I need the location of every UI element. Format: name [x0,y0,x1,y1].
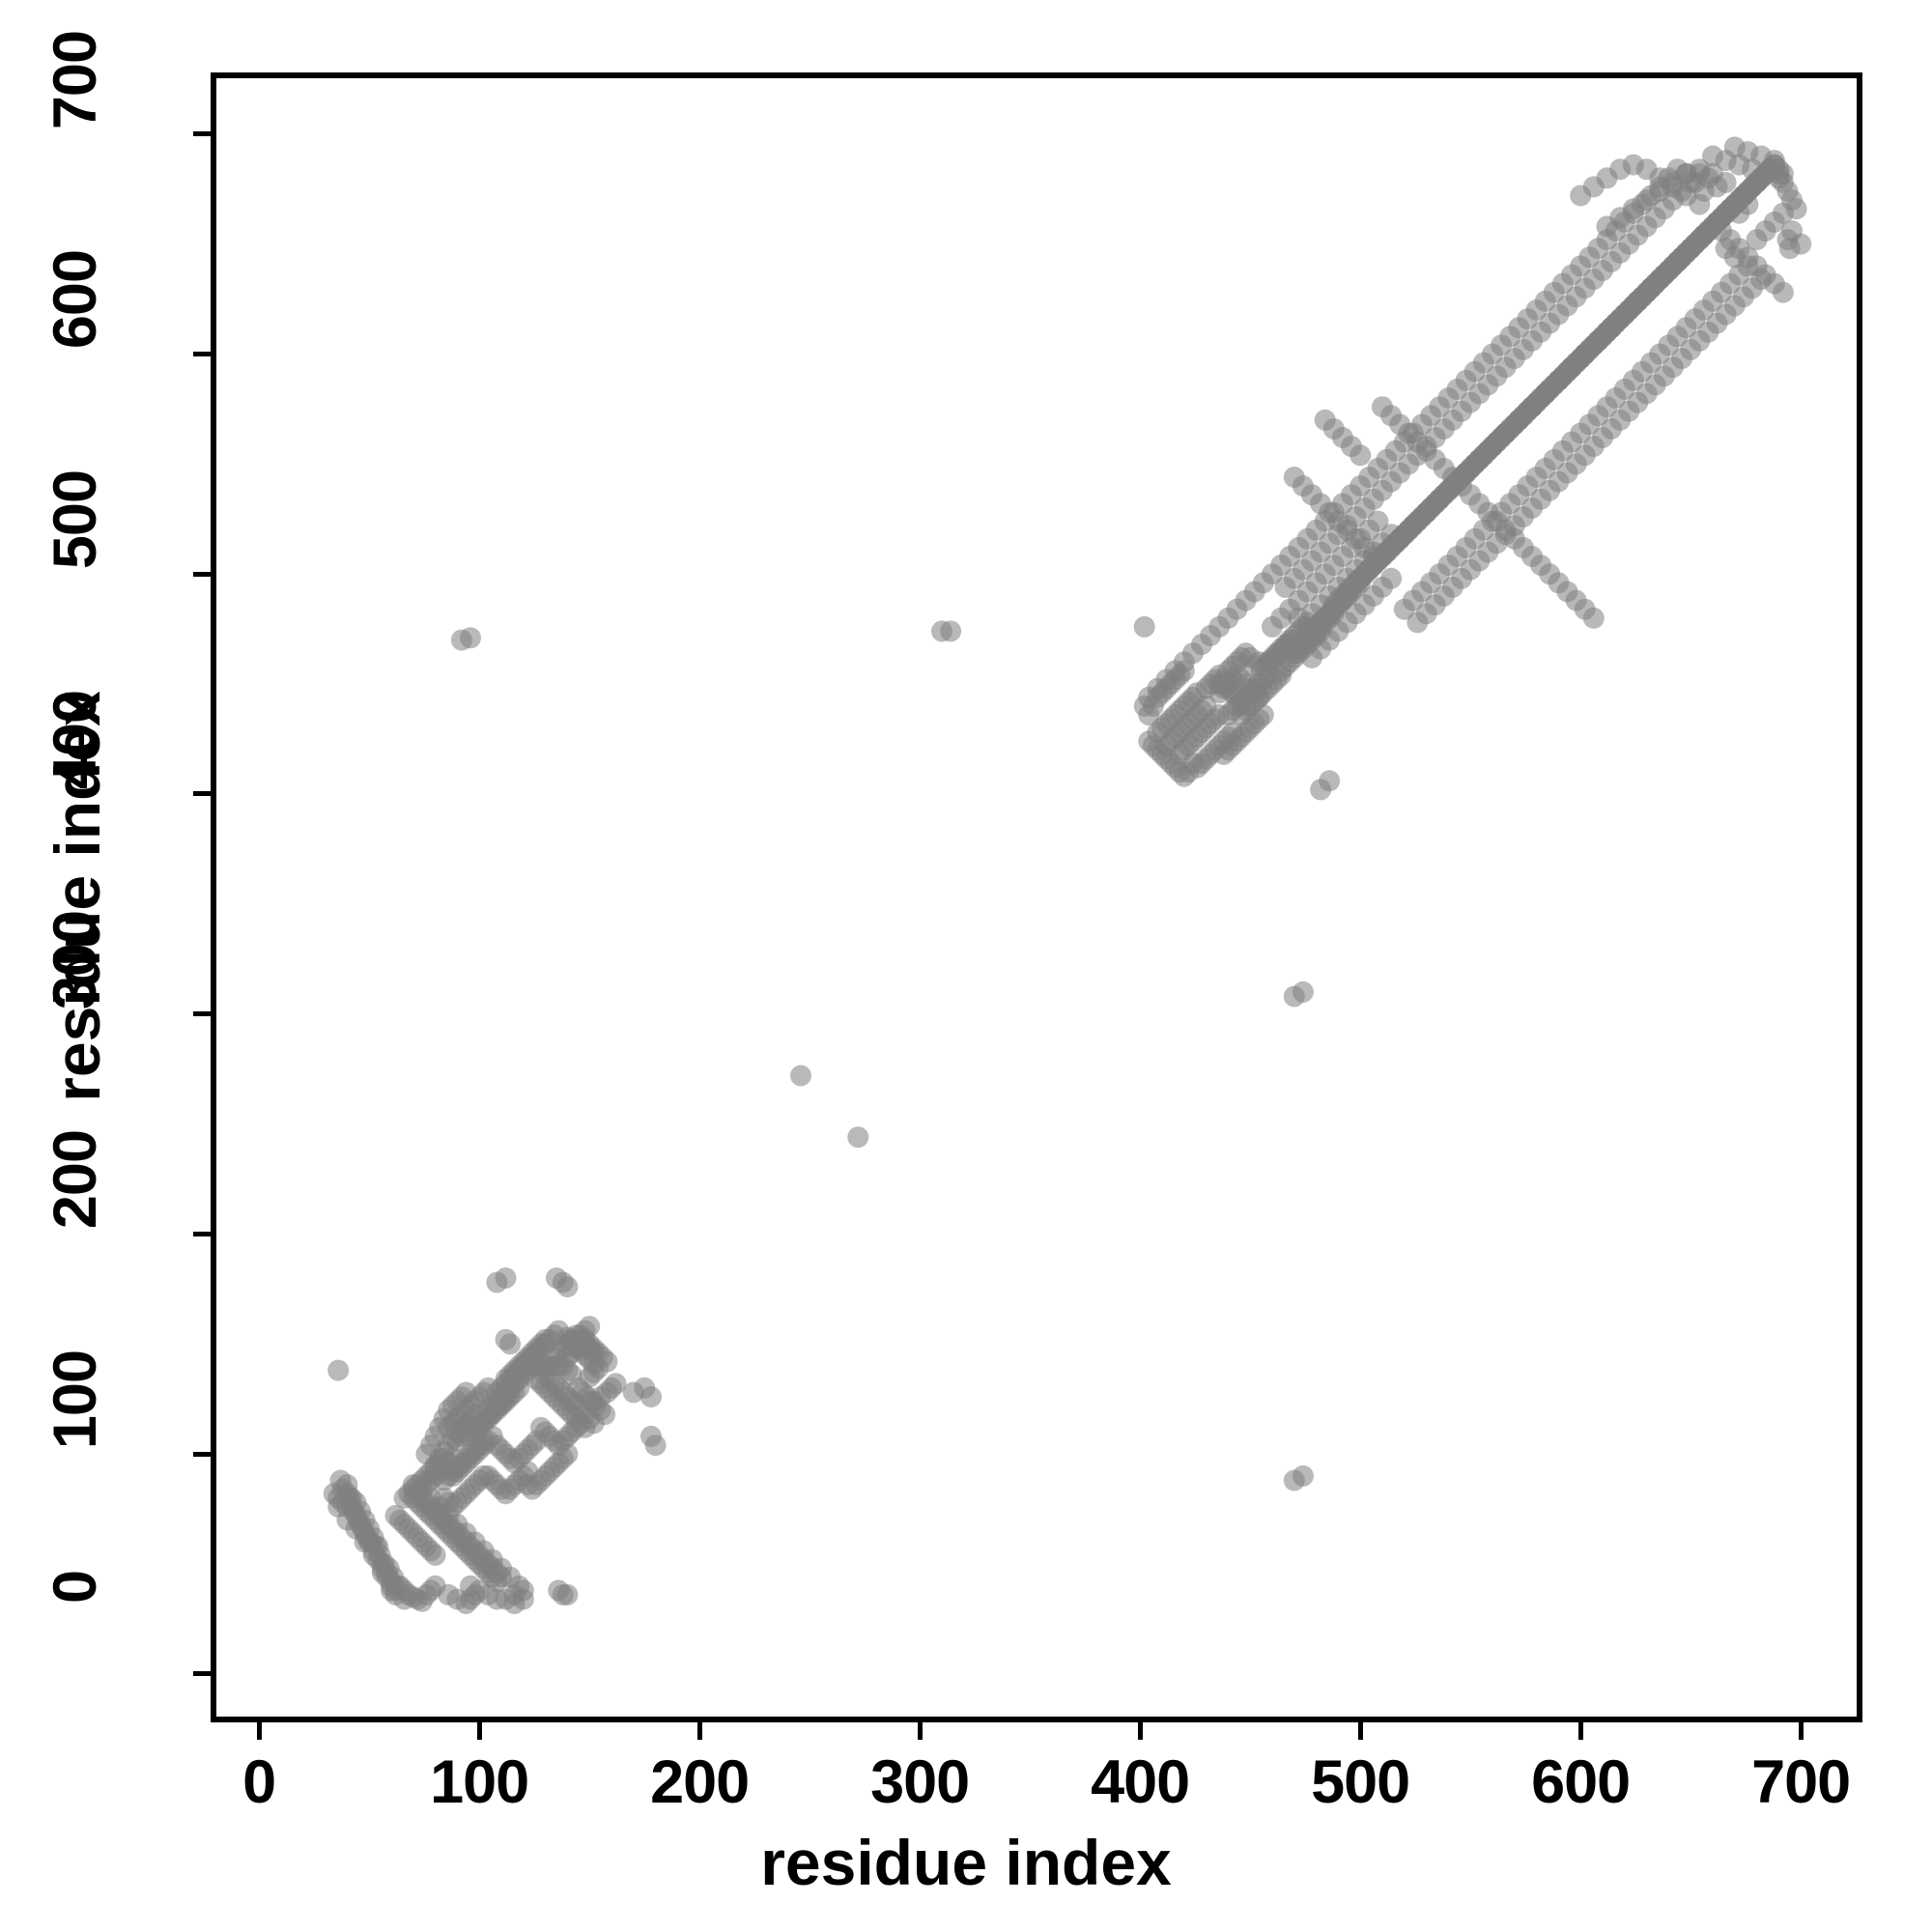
x-tick [696,1722,702,1740]
y-tick [193,1011,211,1017]
y-tick-label: 0 [42,1570,109,1604]
x-tick-label: 400 [1091,1748,1190,1816]
x-tick [1137,1722,1143,1740]
x-tick [1798,1722,1804,1740]
x-tick [476,1722,482,1740]
y-tick-label: 700 [42,30,109,129]
x-tick [1357,1722,1363,1740]
x-tick [256,1722,262,1740]
y-tick [193,791,211,797]
x-tick-label: 600 [1531,1748,1631,1816]
x-axis-title: residue index [760,1827,1172,1898]
x-tick-label: 500 [1311,1748,1410,1816]
y-tick [193,351,211,356]
x-tick-label: 300 [870,1748,970,1816]
x-tick-label: 700 [1751,1748,1851,1816]
x-tick-label: 100 [430,1748,529,1816]
x-tick-label: 0 [242,1748,276,1816]
y-tick [193,131,211,137]
y-axis-title: residue index [42,691,113,1102]
y-tick-label: 100 [42,1350,109,1450]
plot-frame [211,72,1862,1722]
x-tick-label: 200 [650,1748,750,1816]
y-tick [193,1231,211,1236]
y-tick [193,571,211,577]
y-tick [193,1451,211,1457]
x-tick [917,1722,923,1740]
y-tick [193,1671,211,1677]
y-tick-label: 600 [42,250,109,350]
x-tick [1577,1722,1583,1740]
